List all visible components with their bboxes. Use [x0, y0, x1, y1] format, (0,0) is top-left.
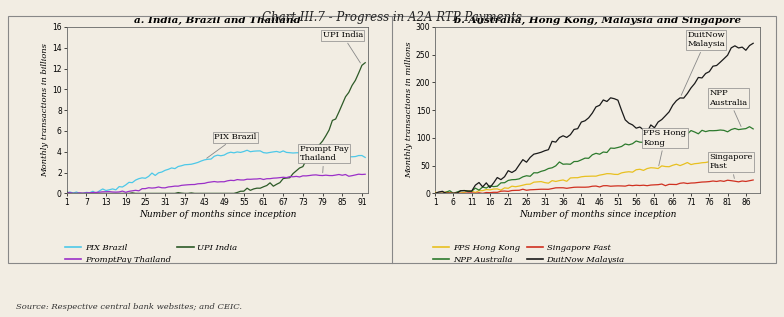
- X-axis label: Number of months since inception: Number of months since inception: [139, 210, 296, 219]
- X-axis label: Number of months since inception: Number of months since inception: [519, 210, 677, 219]
- Text: Source: Respective central bank websites; and CEIC.: Source: Respective central bank websites…: [16, 303, 241, 311]
- Text: FPS Hong
Kong: FPS Hong Kong: [644, 129, 687, 166]
- Legend: FPS Hong Kong, NPP Australia, Singapore Fast, DuitNow Malaysia: FPS Hong Kong, NPP Australia, Singapore …: [433, 244, 625, 264]
- Text: Chart III.7 - Progress in A2A RTP Payments: Chart III.7 - Progress in A2A RTP Paymen…: [262, 11, 522, 24]
- Text: UPI India: UPI India: [322, 31, 363, 63]
- Text: NPP
Australia: NPP Australia: [710, 89, 747, 126]
- Legend: PIX Brazil, PromptPay Thailand, UPI India: PIX Brazil, PromptPay Thailand, UPI Indi…: [65, 244, 238, 264]
- Title: a. India, Brazil and Thailand: a. India, Brazil and Thailand: [134, 16, 301, 25]
- Text: Singapore
Fast: Singapore Fast: [710, 153, 753, 178]
- Title: b. Australia, Hong Kong, Malaysia and Singapore: b. Australia, Hong Kong, Malaysia and Si…: [454, 16, 742, 25]
- Text: Prompt Pay
Thailand: Prompt Pay Thailand: [299, 145, 348, 173]
- Text: DuitNow
Malaysia: DuitNow Malaysia: [681, 31, 725, 95]
- Y-axis label: Monthly transactions in millions: Monthly transactions in millions: [405, 42, 413, 178]
- Text: PIX Brazil: PIX Brazil: [207, 133, 256, 158]
- Y-axis label: Monthly transactions in billions: Monthly transactions in billions: [42, 43, 49, 177]
